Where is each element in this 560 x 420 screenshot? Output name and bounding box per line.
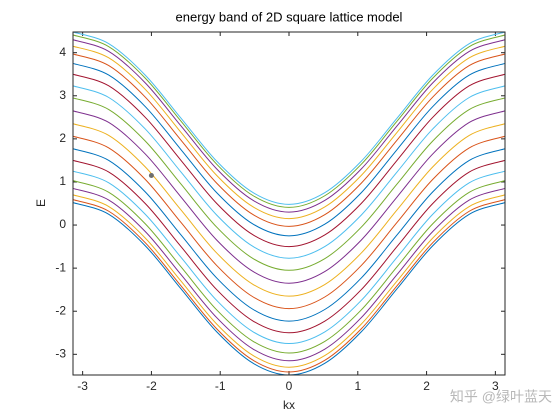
band-line	[72, 34, 506, 208]
x-tick-label: 1	[354, 379, 361, 393]
y-tick-label: -2	[55, 303, 66, 317]
x-tick-label: -2	[146, 379, 157, 393]
band-line	[72, 39, 506, 213]
band-line	[72, 159, 506, 334]
y-tick-label: 3	[59, 88, 66, 102]
band-line	[72, 73, 506, 248]
band-line	[72, 97, 506, 271]
plot-area	[73, 32, 505, 375]
band-line	[72, 170, 506, 345]
x-tick-label: 2	[423, 379, 430, 393]
band-line	[72, 135, 506, 310]
band-line	[72, 123, 506, 297]
y-tick-label: 2	[59, 131, 66, 145]
y-tick-label: 1	[59, 174, 66, 188]
x-tick-label: -1	[215, 379, 226, 393]
x-tick-label: -3	[77, 379, 88, 393]
band-line	[72, 194, 506, 368]
x-tick-label: 0	[286, 379, 293, 393]
band-line	[72, 187, 506, 362]
x-axis-label: kx	[283, 398, 295, 412]
data-point	[148, 172, 154, 178]
y-tick-label: 4	[59, 45, 66, 59]
band-line	[72, 199, 506, 373]
band-line	[72, 62, 506, 237]
band-line	[72, 180, 506, 354]
y-tick-label: -3	[55, 346, 66, 360]
band-line	[72, 85, 506, 259]
band-line	[72, 148, 506, 322]
y-tick-label: -1	[55, 260, 66, 274]
axes-box	[72, 31, 506, 376]
band-line	[72, 45, 506, 220]
y-tick-label: 0	[59, 217, 66, 231]
band-line	[72, 53, 506, 227]
y-axis-label: E	[34, 199, 48, 207]
x-tick-label: 3	[492, 379, 499, 393]
band-line	[72, 31, 506, 205]
watermark: 知乎 @绿叶蓝天	[450, 389, 552, 405]
band-line	[72, 110, 506, 284]
chart-title: energy band of 2D square lattice model	[176, 9, 403, 24]
